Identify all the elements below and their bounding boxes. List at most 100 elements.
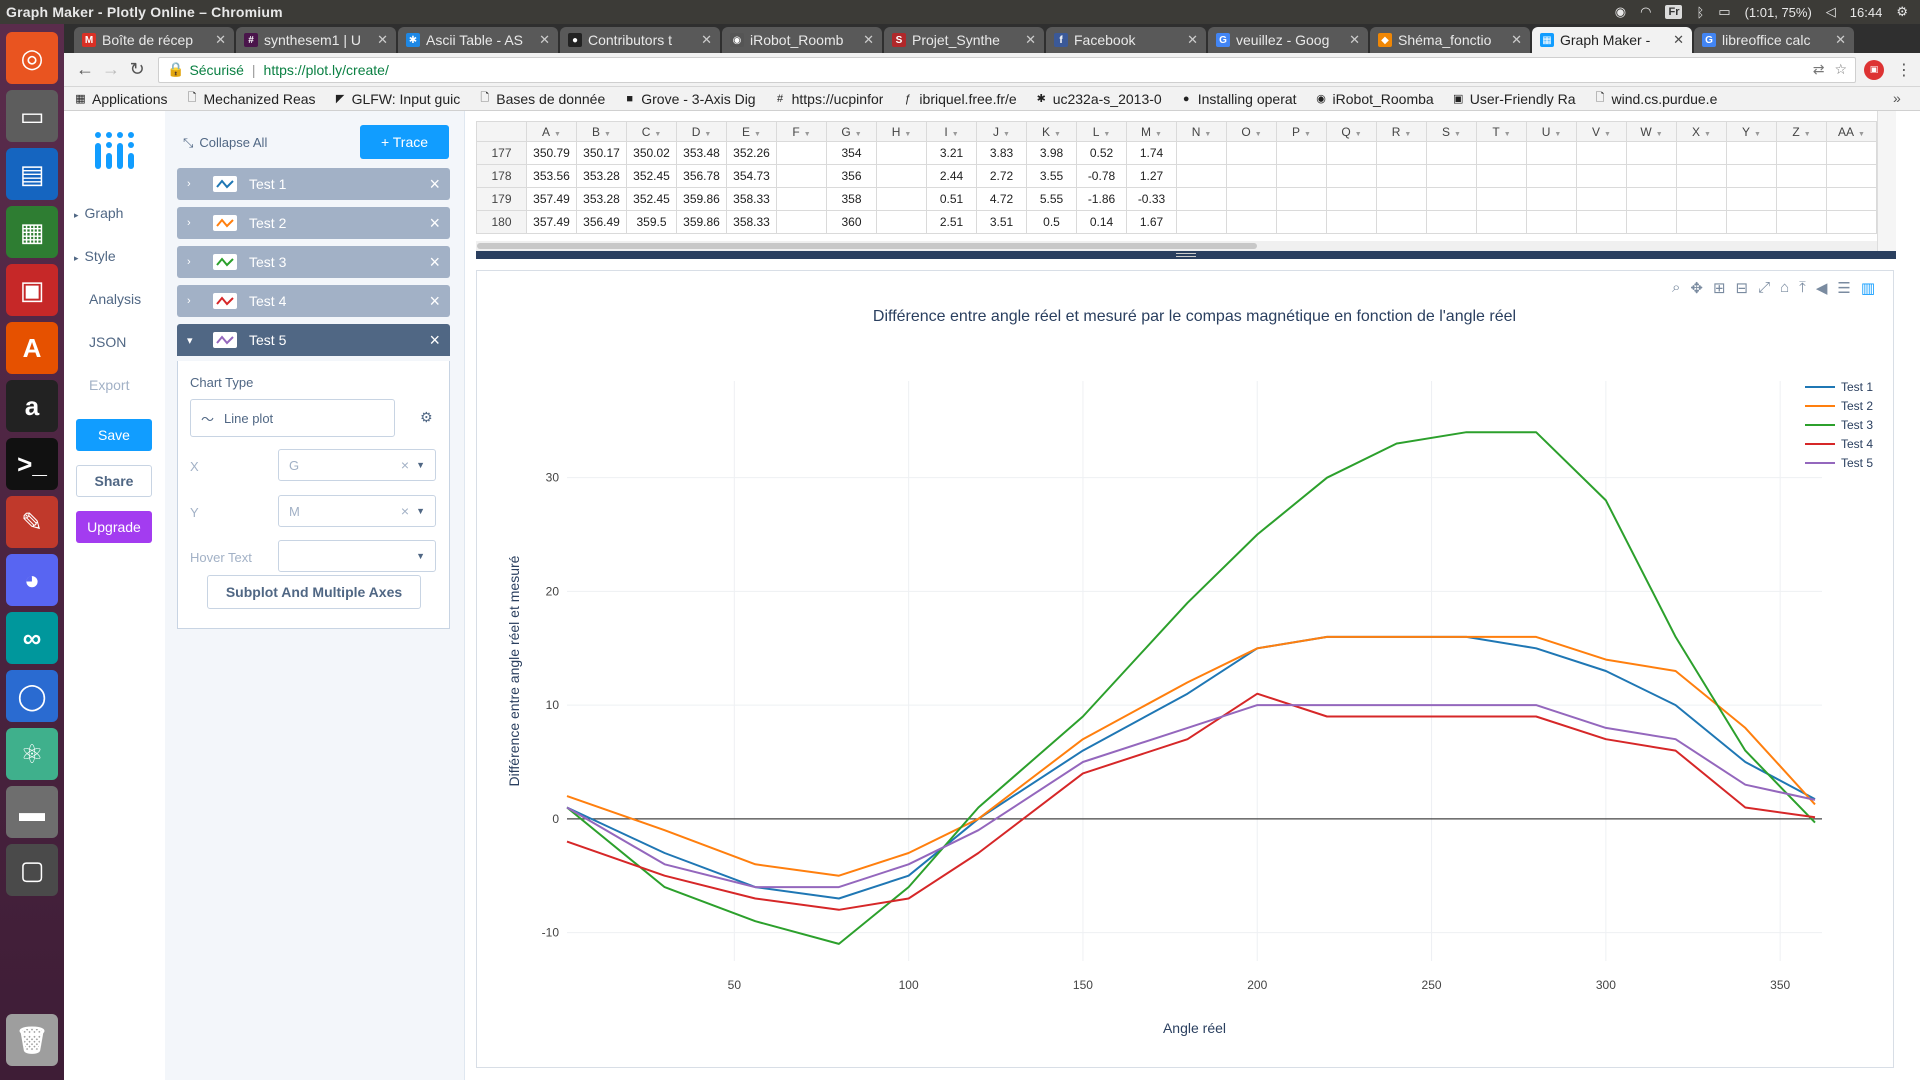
legend-entry[interactable]: Test 4 (1841, 437, 1873, 451)
grid-cell[interactable]: 356 (826, 164, 877, 188)
grid-cell[interactable]: 352.45 (626, 187, 677, 211)
grid-cell[interactable] (1176, 187, 1227, 211)
column-header[interactable]: F ▼ (776, 121, 827, 142)
grid-cell[interactable] (1576, 210, 1627, 234)
grid-cell[interactable] (1776, 164, 1827, 188)
column-caret-icon[interactable]: ▼ (951, 130, 959, 138)
grid-cell[interactable] (1376, 187, 1427, 211)
column-caret-icon[interactable]: ▼ (1054, 130, 1061, 138)
grid-cell[interactable] (1676, 210, 1727, 234)
column-caret-icon[interactable]: ▼ (803, 130, 811, 138)
bluetooth-icon[interactable]: ᛒ (1696, 4, 1705, 20)
workspace-icon[interactable]: ▢ (6, 844, 58, 896)
column-caret-icon[interactable]: ▼ (904, 130, 912, 138)
row-number[interactable]: 178 (476, 164, 527, 188)
wifi-icon[interactable]: ◠ (1640, 4, 1652, 19)
bookmark-item[interactable]: ▣ User-Friendly Ra (1452, 91, 1576, 107)
grid-cell[interactable]: 3.98 (1026, 141, 1077, 165)
grid-cell[interactable] (1776, 141, 1827, 165)
column-header[interactable]: S ▼ (1426, 121, 1477, 142)
grid-cell[interactable] (1426, 187, 1477, 211)
column-header[interactable]: I ▼ (926, 121, 977, 142)
column-caret-icon[interactable]: ▼ (1103, 130, 1111, 138)
grid-cell[interactable] (1376, 141, 1427, 165)
grid-cell[interactable]: 357.49 (526, 210, 577, 234)
grid-vertical-scrollbar[interactable] (1877, 111, 1896, 251)
zoom-in-icon[interactable]: ⊞ (1712, 280, 1726, 297)
column-header[interactable]: W ▼ (1626, 121, 1677, 142)
hover-compare-icon[interactable]: ☰ (1837, 280, 1851, 297)
grid-cell[interactable] (1226, 141, 1277, 165)
column-caret-icon[interactable]: ▼ (1254, 130, 1262, 138)
grid-cell[interactable]: 360 (826, 210, 877, 234)
grid-cell[interactable] (1576, 187, 1627, 211)
column-header[interactable]: AA ▼ (1826, 121, 1877, 142)
series-line[interactable] (566, 431, 1816, 945)
column-header[interactable]: H ▼ (876, 121, 927, 142)
bookmark-item[interactable]: ■ Grove - 3-Axis Dig (623, 91, 755, 107)
scrollbar-thumb[interactable] (477, 243, 1257, 249)
bookmark-item[interactable]: ▦ Applications (74, 91, 167, 107)
delete-trace-icon[interactable]: × (429, 212, 440, 233)
grid-cell[interactable]: 354.73 (726, 164, 777, 188)
url-text[interactable]: https://plot.ly/create/ (263, 61, 389, 78)
trace-header[interactable]: › Test 4 × (177, 285, 450, 317)
grid-cell[interactable]: 354 (826, 141, 877, 165)
battery-status[interactable]: (1:01, 75%) (1744, 4, 1812, 20)
grid-cell[interactable] (1776, 187, 1827, 211)
grid-cell[interactable] (1776, 210, 1827, 234)
grid-cell[interactable] (1526, 210, 1577, 234)
grid-cell[interactable]: 3.21 (926, 141, 977, 165)
column-header[interactable]: V ▼ (1576, 121, 1627, 142)
grid-cell[interactable] (1726, 210, 1777, 234)
grid-cell[interactable] (1676, 164, 1727, 188)
column-caret-icon[interactable]: ▼ (704, 130, 712, 138)
series-line[interactable] (566, 635, 1816, 877)
column-header[interactable]: Q ▼ (1326, 121, 1377, 142)
close-tab-icon[interactable]: ✕ (1835, 32, 1846, 47)
grid-cell[interactable] (1376, 210, 1427, 234)
column-header[interactable]: L ▼ (1076, 121, 1127, 142)
nav-json[interactable]: JSON (89, 334, 127, 350)
grid-cell[interactable] (1526, 164, 1577, 188)
grid-cell[interactable]: 0.51 (926, 187, 977, 211)
chart-type-selector[interactable]: 〜 Line plot (190, 399, 395, 437)
legend-entry[interactable]: Test 2 (1841, 399, 1873, 413)
bookmark-item[interactable]: # https://ucpinfor (774, 91, 883, 107)
column-caret-icon[interactable]: ▼ (1003, 130, 1010, 138)
save-button[interactable]: Save (76, 419, 152, 451)
column-caret-icon[interactable]: ▼ (1454, 130, 1461, 138)
nav-style[interactable]: ▸ Style (74, 248, 116, 264)
close-tab-icon[interactable]: ✕ (1187, 32, 1198, 47)
grid-cell[interactable] (1426, 141, 1477, 165)
line-chart[interactable]: 50 100 150 200 250 300 350 -10 0 10 20 30 Différence… (477, 271, 1893, 1067)
browser-tab[interactable]: # synthesem1 | U ✕ (236, 27, 396, 53)
grid-cell[interactable]: 1.67 (1126, 210, 1177, 234)
calc-icon[interactable]: ▦ (6, 206, 58, 258)
trash-icon[interactable]: 🗑 (6, 1014, 58, 1066)
close-tab-icon[interactable]: ✕ (701, 32, 712, 47)
chevron-right-icon[interactable]: › (187, 256, 191, 268)
grid-cell[interactable] (1276, 187, 1327, 211)
bookmark-item[interactable]: ƒ ibriquel.free.fr/e (901, 91, 1017, 107)
chevron-right-icon[interactable]: › (187, 217, 191, 229)
grid-cell[interactable] (1626, 210, 1677, 234)
grid-cell[interactable]: 359.86 (676, 210, 727, 234)
close-tab-icon[interactable]: ✕ (1511, 32, 1522, 47)
series-line[interactable] (566, 692, 1816, 911)
column-caret-icon[interactable]: ▼ (1858, 130, 1865, 138)
grid-cell[interactable]: -0.33 (1126, 187, 1177, 211)
grid-cell[interactable] (876, 210, 927, 234)
column-header[interactable]: A ▼ (526, 121, 577, 142)
grid-cell[interactable]: 2.44 (926, 164, 977, 188)
chevron-right-icon[interactable]: › (187, 295, 191, 307)
grid-cell[interactable] (1326, 164, 1377, 188)
keyboard-layout-indicator[interactable]: Fr (1665, 5, 1683, 19)
grid-cell[interactable]: -1.86 (1076, 187, 1127, 211)
grid-cell[interactable] (1426, 164, 1477, 188)
grid-cell[interactable] (1476, 164, 1527, 188)
grid-cell[interactable]: 0.5 (1026, 210, 1077, 234)
legend-entry[interactable]: Test 3 (1841, 418, 1873, 432)
subplot-multiple-axes-button[interactable]: Subplot And Multiple Axes (207, 575, 421, 609)
close-tab-icon[interactable]: ✕ (215, 32, 226, 47)
